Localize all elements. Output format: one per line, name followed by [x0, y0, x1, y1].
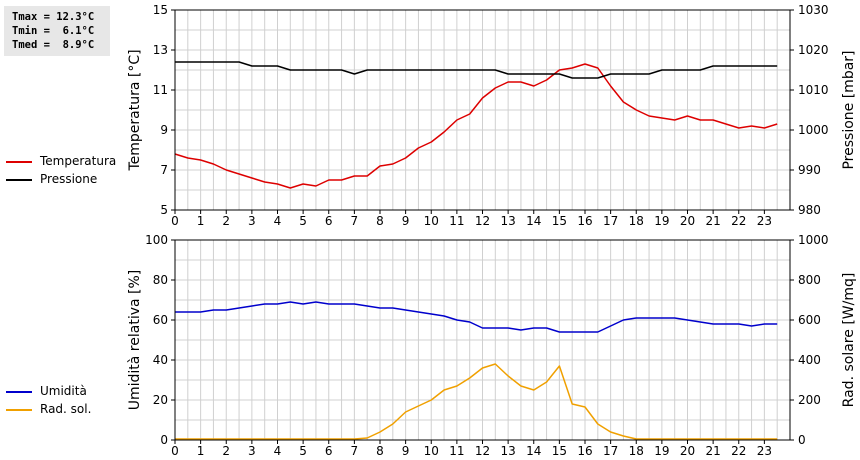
x-tick-label: 23	[757, 444, 772, 458]
x-tick-label: 5	[299, 444, 307, 458]
y2-tick-label: 200	[798, 393, 821, 407]
x-tick-label: 2	[222, 214, 230, 228]
y2-axis-label-top: Pressione [mbar]	[841, 50, 857, 169]
x-tick-label: 16	[577, 444, 592, 458]
x-tick-label: 13	[500, 214, 515, 228]
x-tick-label: 4	[274, 214, 282, 228]
x-tick-label: 11	[449, 214, 464, 228]
x-tick-label: 4	[274, 444, 282, 458]
x-tick-label: 17	[603, 444, 618, 458]
stat-tmax: Tmax = 12.3°C	[12, 11, 95, 23]
legend-swatch-pressione	[6, 179, 32, 181]
y-tick-label: 40	[153, 353, 168, 367]
x-tick-label: 7	[351, 214, 359, 228]
x-tick-label: 12	[475, 444, 490, 458]
y-axis-label-top: Temperatura [°C]	[127, 49, 143, 171]
x-tick-label: 15	[552, 214, 567, 228]
x-tick-label: 14	[526, 444, 541, 458]
y-tick-label: 13	[153, 43, 168, 57]
y2-tick-label: 600	[798, 313, 821, 327]
y-axis-label-bottom: Umidità relativa [%]	[127, 270, 143, 411]
legend-label-umidita: Umidità	[40, 384, 87, 398]
x-tick-label: 3	[248, 444, 256, 458]
legend-label-pressione: Pressione	[40, 172, 98, 186]
x-tick-label: 18	[629, 444, 644, 458]
legend-label-temperatura: Temperatura	[40, 154, 117, 168]
x-tick-label: 22	[731, 214, 746, 228]
x-tick-label: 3	[248, 214, 256, 228]
y2-tick-label: 1030	[798, 3, 829, 17]
y-tick-label: 11	[153, 83, 168, 97]
x-tick-label: 22	[731, 444, 746, 458]
x-tick-label: 15	[552, 444, 567, 458]
x-tick-label: 20	[680, 444, 695, 458]
y-tick-label: 20	[153, 393, 168, 407]
x-tick-label: 18	[629, 214, 644, 228]
y-tick-label: 9	[160, 123, 168, 137]
y-tick-label: 80	[153, 273, 168, 287]
legend-swatch-radsol	[6, 409, 32, 411]
x-tick-label: 8	[376, 444, 384, 458]
x-tick-label: 2	[222, 444, 230, 458]
x-tick-label: 5	[299, 214, 307, 228]
stats-box: Tmax = 12.3°C Tmin = 6.1°C Tmed = 8.9°C	[4, 6, 110, 56]
y-tick-label: 100	[145, 233, 168, 247]
y-tick-label: 15	[153, 3, 168, 17]
x-tick-label: 0	[171, 214, 179, 228]
x-tick-label: 10	[424, 444, 439, 458]
legend-swatch-umidita	[6, 391, 32, 393]
x-tick-label: 1	[197, 444, 205, 458]
x-tick-label: 11	[449, 444, 464, 458]
y2-tick-label: 1000	[798, 233, 829, 247]
x-tick-label: 9	[402, 214, 410, 228]
x-tick-label: 23	[757, 214, 772, 228]
x-tick-label: 1	[197, 214, 205, 228]
x-tick-label: 14	[526, 214, 541, 228]
x-tick-label: 13	[500, 444, 515, 458]
x-tick-label: 6	[325, 444, 333, 458]
y-tick-label: 7	[160, 163, 168, 177]
x-tick-label: 12	[475, 214, 490, 228]
x-tick-label: 6	[325, 214, 333, 228]
y2-tick-label: 800	[798, 273, 821, 287]
series-temperatura-line	[174, 63, 778, 189]
y-tick-label: 60	[153, 313, 168, 327]
legend-label-radsol: Rad. sol.	[40, 402, 92, 416]
y2-tick-label: 0	[798, 433, 806, 447]
y2-tick-label: 1000	[798, 123, 829, 137]
y-tick-label: 0	[160, 433, 168, 447]
y2-tick-label: 980	[798, 203, 821, 217]
series-pressione-line	[175, 61, 778, 79]
x-tick-label: 20	[680, 214, 695, 228]
x-tick-label: 17	[603, 214, 618, 228]
stat-tmin: Tmin = 6.1°C	[12, 25, 95, 37]
x-tick-label: 21	[705, 444, 720, 458]
y-tick-label: 5	[160, 203, 168, 217]
y2-axis-label-bottom: Rad. solare [W/mq]	[841, 273, 857, 408]
y2-tick-label: 990	[798, 163, 821, 177]
x-tick-label: 16	[577, 214, 592, 228]
series-umidit-line	[175, 301, 778, 333]
x-tick-label: 19	[654, 214, 669, 228]
legend-swatch-temperatura	[6, 161, 32, 163]
series-radsol-line	[175, 363, 778, 440]
y2-tick-label: 1020	[798, 43, 829, 57]
x-tick-label: 8	[376, 214, 384, 228]
stat-tmed: Tmed = 8.9°C	[12, 39, 95, 51]
x-tick-label: 0	[171, 444, 179, 458]
y2-tick-label: 400	[798, 353, 821, 367]
y2-tick-label: 1010	[798, 83, 829, 97]
x-tick-label: 19	[654, 444, 669, 458]
x-tick-label: 7	[351, 444, 359, 458]
x-tick-label: 21	[705, 214, 720, 228]
x-tick-label: 10	[424, 214, 439, 228]
x-tick-label: 9	[402, 444, 410, 458]
